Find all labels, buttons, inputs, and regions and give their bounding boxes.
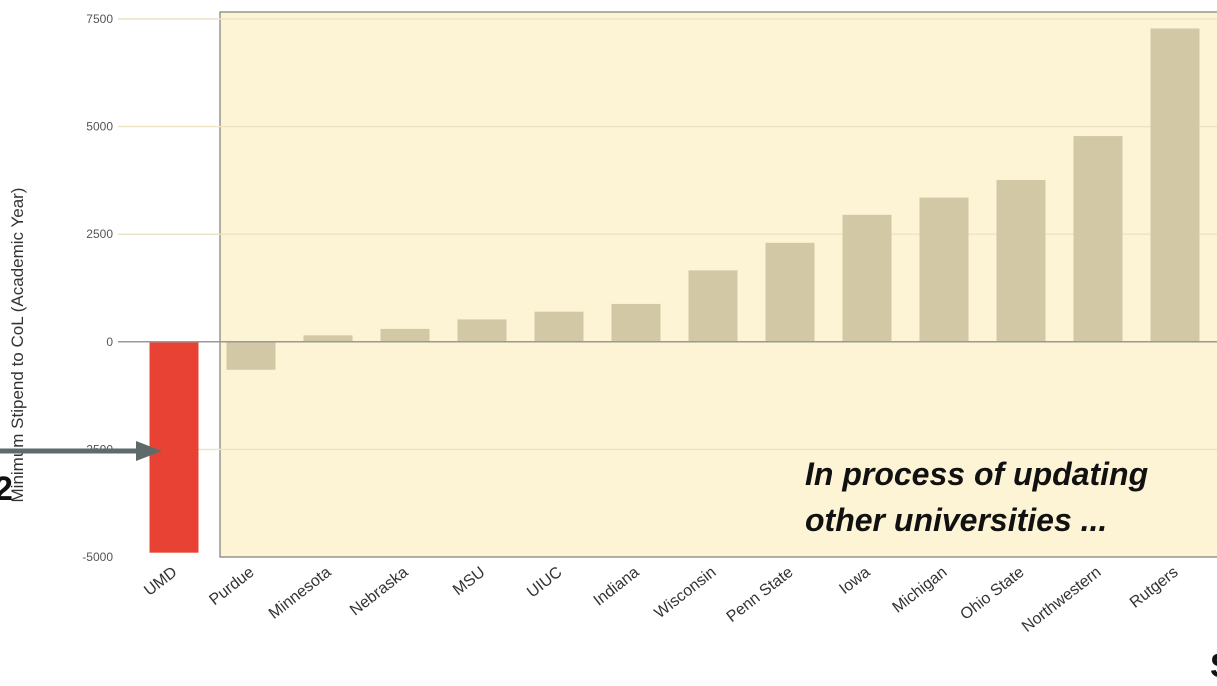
bar-uiuc	[534, 311, 584, 342]
bar-iowa	[842, 214, 892, 342]
bar-rutgers	[1150, 28, 1200, 342]
x-tick-label: Northwestern	[1019, 564, 1104, 636]
y-tick-label: 2500	[86, 227, 113, 241]
x-tick-label: Nebraska	[347, 564, 412, 620]
left-edge-glyph: 2	[0, 470, 13, 508]
y-tick-label: -5000	[82, 550, 113, 564]
x-tick-label: Wisconsin	[652, 564, 720, 622]
annotation-line: other universities ...	[805, 502, 1107, 538]
bar-msu	[457, 319, 507, 342]
x-tick-label: Rutgers	[1127, 564, 1182, 612]
x-tick-label: Iowa	[836, 564, 873, 598]
bar-minnesota	[303, 335, 353, 342]
x-tick-label: Penn State	[724, 564, 797, 626]
x-tick-label: Purdue	[206, 564, 257, 609]
bar-nebraska	[380, 328, 430, 342]
bar-northwestern	[1073, 136, 1123, 342]
bar-penn-state	[765, 242, 815, 342]
x-tick-label: Minnesota	[266, 564, 335, 623]
y-tick-label: 5000	[86, 120, 113, 134]
y-axis-title: Minimum Stipend to CoL (Academic Year)	[8, 188, 27, 503]
x-tick-label: Michigan	[890, 564, 951, 617]
y-tick-label: 7500	[86, 12, 113, 26]
x-tick-label: MSU	[450, 564, 488, 599]
bar-michigan	[919, 197, 969, 342]
bar-wisconsin	[688, 270, 738, 342]
arrow-head	[136, 441, 162, 461]
bar-indiana	[611, 303, 661, 342]
y-tick-label: 0	[106, 335, 113, 349]
bar-umd	[149, 341, 199, 553]
bar-purdue	[226, 341, 276, 370]
annotation-line: In process of updating	[805, 456, 1148, 492]
right-edge-glyph: S	[1210, 647, 1217, 681]
x-tick-label: UIUC	[524, 564, 565, 601]
x-tick-label: UMD	[141, 564, 180, 600]
x-tick-label: Ohio State	[957, 564, 1027, 624]
x-tick-label: Indiana	[591, 564, 643, 610]
bar-ohio-state	[996, 179, 1046, 342]
